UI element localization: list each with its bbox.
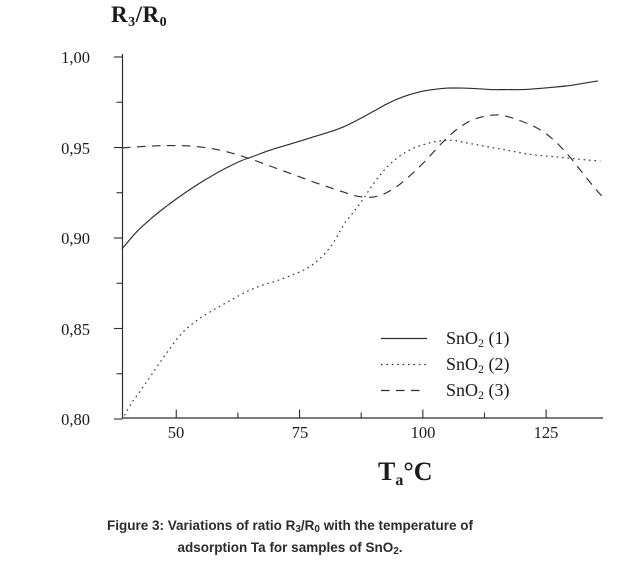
figure-caption: Figure 3: Variations of ratio R3/R0 with… — [0, 515, 580, 558]
legend-label-rest: (1) — [484, 327, 510, 348]
y-axis-ticks — [114, 56, 123, 420]
x-tick-label-50: 50 — [167, 423, 185, 442]
legend-label-sub: 2 — [478, 335, 485, 350]
y-tick-label-095: 0,95 — [61, 138, 90, 158]
legend-label-base: SnO — [446, 379, 479, 400]
y-axis-title-divider: / — [135, 2, 143, 27]
caption-sub: 3 — [295, 524, 301, 535]
y-tick-label-090: 0,90 — [61, 229, 90, 248]
caption-text: with the temperature of — [319, 518, 473, 533]
caption-text: Figure 3: Variations of ratio R — [107, 518, 296, 533]
caption-line-1: Figure 3: Variations of ratio R3/R0 with… — [0, 515, 580, 537]
x-axis-title-sub: a — [395, 472, 404, 489]
curve-sno2-2 — [124, 139, 601, 416]
y-axis-title: R3/R0 — [111, 2, 168, 30]
legend-item-sno2-2: SnO2 (2) — [381, 351, 510, 377]
legend-label-base: SnO — [446, 353, 479, 374]
legend-item-sno2-1: SnO2 (1) — [381, 325, 510, 351]
legend-label-rest: (3) — [484, 379, 510, 400]
legend-line-dashed — [381, 389, 421, 391]
legend-label-base: SnO — [446, 327, 479, 348]
caption-text: /R — [300, 518, 315, 533]
plot-area — [114, 54, 604, 420]
y-tick-label-085: 0,85 — [61, 319, 90, 339]
legend-label-sno2-2: SnO2 (2) — [446, 354, 510, 375]
y-axis-title-sub1: 3 — [128, 15, 136, 30]
y-axis-title-sub2: 0 — [159, 15, 168, 30]
y-axis-title-base1: R — [111, 2, 129, 27]
x-axis-title: Ta°C — [378, 457, 433, 489]
legend: SnO2 (1) SnO2 (2) SnO2 (3) — [381, 325, 510, 403]
caption-sub: 2 — [393, 545, 399, 557]
x-tick-label-75: 75 — [291, 423, 309, 442]
x-axis-ticks — [175, 409, 547, 418]
legend-label-sno2-3: SnO2 (3) — [446, 380, 510, 401]
legend-line-dotted — [381, 363, 427, 365]
legend-label-sub: 2 — [478, 361, 485, 376]
caption-line-2: adsorption Ta for samples of SnO2. — [0, 537, 580, 559]
x-axis-title-base: T — [378, 457, 396, 486]
legend-item-sno2-3: SnO2 (3) — [381, 377, 510, 403]
legend-line-solid — [381, 337, 427, 339]
y-tick-label-100: 1,00 — [61, 48, 90, 67]
legend-label-sub: 2 — [478, 387, 485, 402]
caption-text: adsorption Ta for samples of SnO — [177, 539, 394, 555]
x-tick-label-100: 100 — [410, 423, 436, 442]
caption-sub: 0 — [314, 524, 320, 535]
x-tick-label-125: 125 — [533, 423, 559, 442]
curve-sno2-1 — [121, 80, 599, 250]
x-axis-title-unit: °C — [403, 457, 433, 486]
y-tick-label-080: 0,80 — [61, 410, 90, 429]
legend-label-rest: (2) — [484, 353, 510, 374]
curve-sno2-3 — [121, 114, 604, 198]
caption-text: . — [398, 539, 403, 555]
legend-label-sno2-1: SnO2 (1) — [446, 328, 510, 349]
y-axis-title-base2: R — [142, 2, 160, 27]
